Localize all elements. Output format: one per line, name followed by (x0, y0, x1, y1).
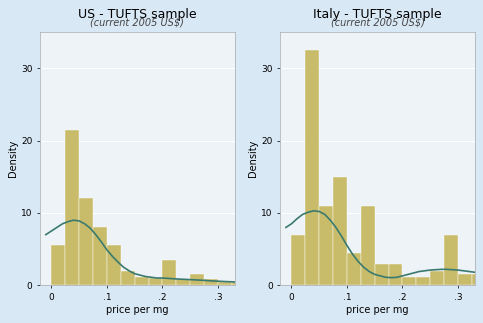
Bar (402, 276, 416, 285)
Bar (458, 275, 472, 285)
Bar (232, 282, 246, 285)
Bar (361, 206, 375, 285)
Bar (204, 279, 218, 285)
Bar (430, 271, 444, 285)
X-axis label: price per mg: price per mg (106, 305, 169, 315)
Bar (291, 234, 305, 285)
Y-axis label: Density: Density (8, 140, 18, 177)
Title: US - TUFTS sample: US - TUFTS sample (78, 8, 197, 21)
Bar (190, 275, 204, 285)
Bar (148, 278, 162, 285)
Bar (79, 199, 93, 285)
Bar (162, 260, 176, 285)
Bar (135, 276, 148, 285)
Bar (176, 279, 190, 285)
Bar (319, 206, 333, 285)
Bar (444, 234, 458, 285)
Bar (333, 177, 347, 285)
Bar (93, 227, 107, 285)
Bar (51, 245, 65, 285)
Bar (389, 264, 402, 285)
Bar (65, 130, 79, 285)
Bar (246, 278, 259, 285)
Bar (218, 282, 232, 285)
Bar (347, 253, 361, 285)
Bar (416, 276, 430, 285)
X-axis label: price per mg: price per mg (346, 305, 409, 315)
Bar (305, 50, 319, 285)
Text: (current 2005 US$): (current 2005 US$) (330, 17, 425, 27)
Bar (121, 271, 135, 285)
Bar (375, 264, 389, 285)
Text: (current 2005 US$): (current 2005 US$) (90, 17, 185, 27)
Bar (107, 245, 121, 285)
Y-axis label: Density: Density (248, 140, 258, 177)
Bar (472, 275, 483, 285)
Title: Italy - TUFTS sample: Italy - TUFTS sample (313, 8, 442, 21)
